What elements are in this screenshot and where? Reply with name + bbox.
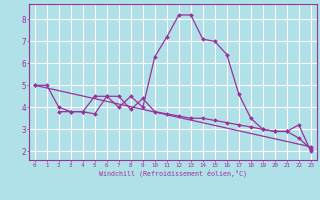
X-axis label: Windchill (Refroidissement éolien,°C): Windchill (Refroidissement éolien,°C) <box>99 170 247 177</box>
